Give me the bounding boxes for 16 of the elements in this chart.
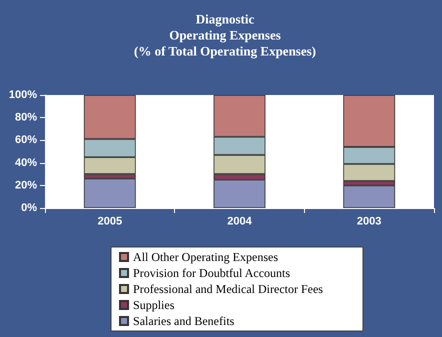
bar	[343, 185, 396, 208]
y-tick-label: 20%	[14, 179, 38, 192]
legend-label: Supplies	[133, 298, 175, 312]
x-tick-label: 2003	[356, 216, 382, 228]
y-tick-label: 80%	[14, 112, 38, 124]
legend-label: Professional and Medical Director Fees	[133, 282, 324, 296]
legend-label: All Other Operating Expenses	[133, 250, 278, 264]
chart-title: Diagnostic Operating Expenses (% of Total Operating Expenses)	[134, 12, 316, 58]
y-tick-label: 0%	[21, 202, 38, 214]
legend-label: Salaries and Benefits	[133, 314, 235, 328]
legend-label: Provision for Doubtful Accounts	[133, 266, 290, 280]
y-tick-label: 60%	[14, 134, 38, 146]
y-tick-label: 100%	[8, 89, 38, 101]
x-tick-label: 2005	[98, 216, 122, 228]
x-tick-label: 2004	[227, 216, 253, 228]
y-tick-label: 40%	[14, 156, 38, 169]
